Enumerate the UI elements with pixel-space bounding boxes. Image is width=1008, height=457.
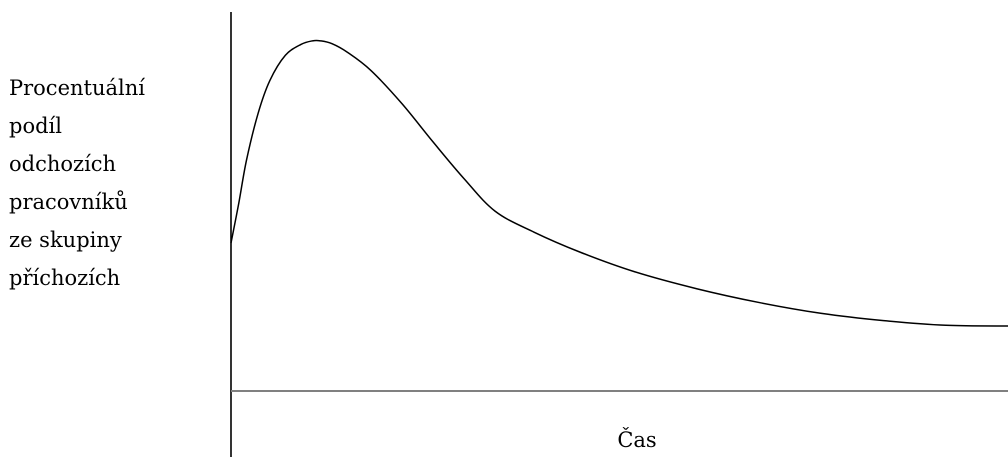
y-axis-label-line: příchozích — [9, 266, 120, 290]
y-axis-label-line: ze skupiny — [9, 228, 122, 252]
y-axis-label-line: odchozích — [9, 152, 116, 176]
y-axis-label-line: Procentuální — [9, 76, 145, 100]
y-axis-label-line: podíl — [9, 114, 62, 138]
x-axis-label: Čas — [617, 427, 656, 452]
y-axis-label: Procentuální podíl odchozích pracovníků … — [9, 76, 145, 290]
y-axis-label-line: pracovníků — [9, 190, 128, 214]
series-line — [230, 39, 1008, 327]
